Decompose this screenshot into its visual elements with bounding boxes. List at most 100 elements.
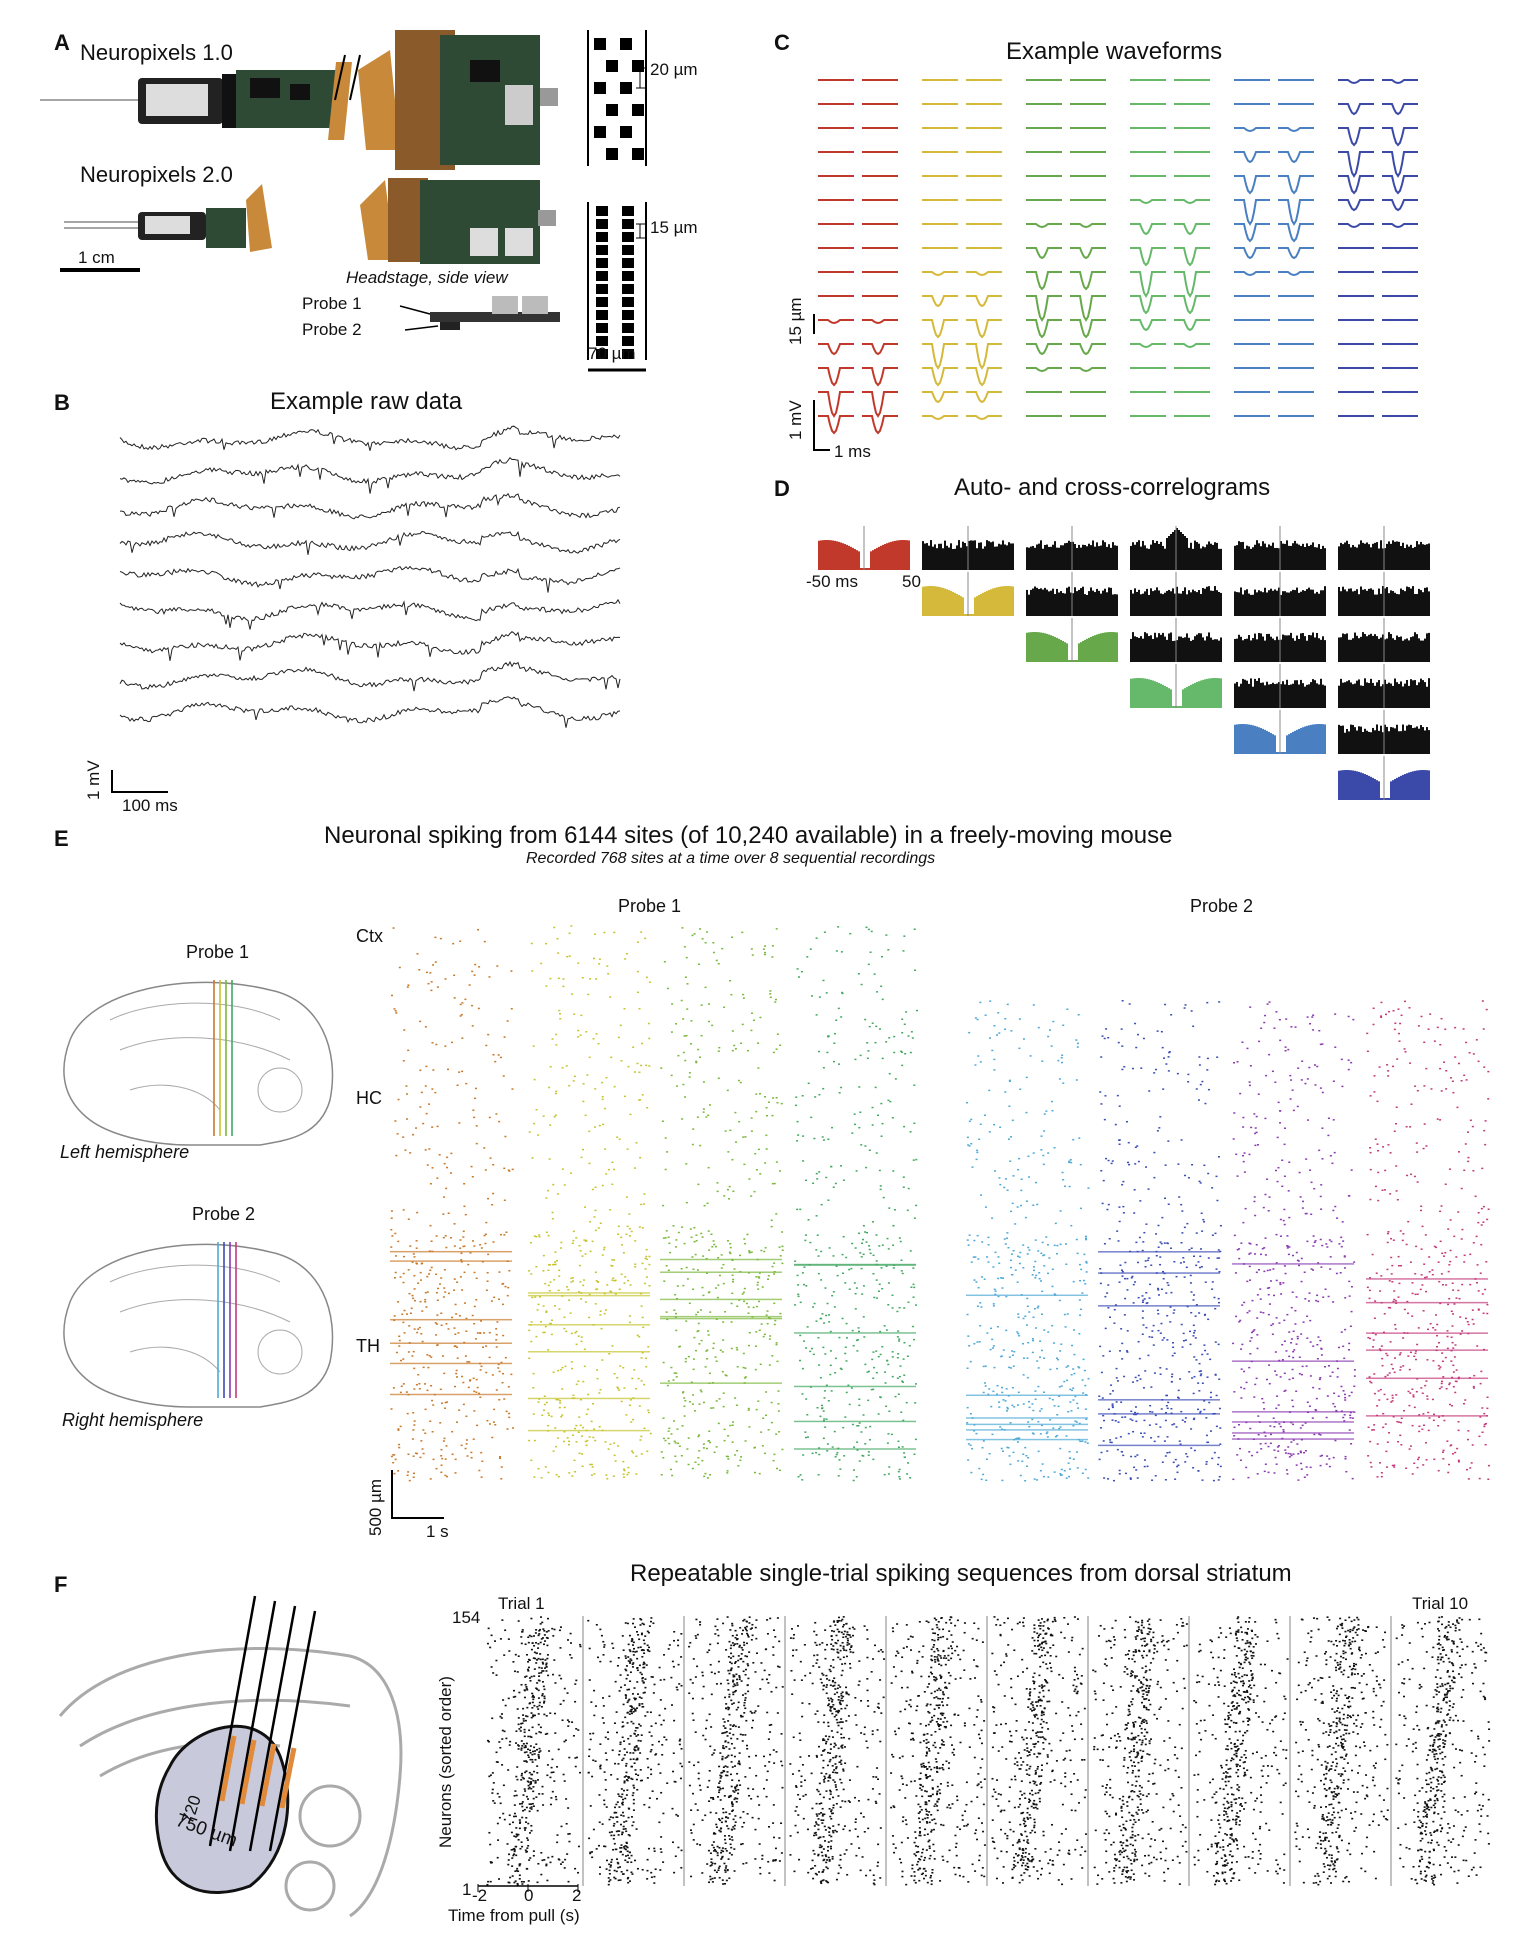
waveform-trace: [1338, 199, 1374, 212]
brain-sagittal-left-icon: [63, 980, 334, 1146]
probe2-brain-label: Probe 2: [192, 1204, 256, 1224]
waveform-trace: [966, 343, 1002, 370]
waveform-trace: [1382, 175, 1418, 195]
panel-letter-a: A: [54, 30, 70, 55]
ccg-xmax-label: 50: [902, 572, 921, 591]
autocorrelogram: [818, 526, 910, 570]
waveform-trace: [966, 271, 1002, 277]
headstage-label: Headstage, side view: [346, 268, 508, 287]
panel-f-title: Repeatable single-trial spiking sequence…: [630, 1560, 1292, 1587]
waveform-trace: [1278, 199, 1314, 226]
raster-column: [528, 925, 652, 1480]
panel-e-title: Neuronal spiking from 6144 sites (of 10,…: [324, 822, 1173, 849]
waveform-trace: [1174, 247, 1210, 267]
waveform-trace: [1382, 151, 1418, 178]
left-hemisphere-label: Left hemisphere: [60, 1142, 190, 1162]
waveform-trace: [922, 415, 958, 421]
waveform-trace: [1278, 151, 1314, 164]
crosscorrelogram: [1234, 526, 1326, 570]
probe-site-layout: [587, 30, 647, 372]
waveform-trace: [1130, 223, 1166, 236]
crosscorrelogram: [1234, 618, 1326, 662]
panel-letter-e: E: [54, 826, 69, 851]
raster-e-scale-s: 1 s: [426, 1522, 449, 1541]
raster-column: [966, 1000, 1090, 1482]
raw-trace: [119, 631, 621, 661]
waveform-trace: [1026, 247, 1062, 260]
trial-raster: [1188, 1616, 1289, 1886]
waveform-trace: [1070, 223, 1106, 229]
crosscorrelogram: [1338, 572, 1430, 616]
waveform-trace: [1234, 151, 1270, 164]
waveform-trace: [1130, 319, 1166, 332]
raster-column: [660, 927, 784, 1479]
panel-letter-d: D: [774, 476, 790, 501]
waveform-trace: [1338, 79, 1374, 85]
waveform-trace: [966, 367, 1002, 387]
region-th: TH: [356, 1336, 380, 1356]
panel-c-title: Example waveforms: [1006, 38, 1223, 65]
trial-raster: [885, 1616, 986, 1886]
waveform-trace: [966, 391, 1002, 404]
waveform-trace: [1174, 271, 1210, 298]
waveform-trace: [1174, 223, 1210, 236]
waveform-trace: [922, 295, 958, 308]
waveform-trace: [1234, 271, 1270, 277]
probe2-header: Probe 2: [1190, 896, 1254, 916]
crosscorrelogram: [1338, 710, 1430, 754]
raster-column: [794, 926, 918, 1482]
waveform-trace: [1026, 271, 1062, 291]
neuropixels-hardware-illustration: [40, 30, 560, 331]
waveform-trace: [1278, 271, 1314, 277]
autocorrelogram: [1338, 756, 1430, 800]
crosscorrelogram: [1026, 526, 1118, 570]
raw-scale-ms: 100 ms: [122, 796, 178, 815]
waveform-trace: [1026, 223, 1062, 229]
waveform-trace: [1278, 223, 1314, 243]
raw-trace: [120, 492, 621, 520]
waveform-grid: [818, 79, 1418, 435]
waveform-trace: [1026, 367, 1062, 373]
waveform-trace: [1234, 199, 1270, 226]
trial-raster: [1390, 1616, 1491, 1886]
raw-trace: [119, 565, 621, 593]
waveform-trace: [1070, 343, 1106, 356]
autocorrelogram: [1026, 618, 1118, 662]
trial-raster: [582, 1616, 683, 1886]
raster-f-xtick-2: 2: [572, 1886, 582, 1905]
waveform-trace: [862, 343, 898, 356]
waveform-trace: [966, 415, 1002, 421]
crosscorrelogram: [1234, 572, 1326, 616]
region-hc: HC: [356, 1088, 382, 1108]
right-hemisphere-label: Right hemisphere: [62, 1410, 204, 1430]
raster-f-xaxis: [477, 1884, 579, 1892]
trial-10-label: Trial 10: [1412, 1594, 1469, 1613]
scale-1cm: 1 cm: [78, 248, 115, 267]
raster-column: [390, 927, 514, 1482]
width-70-label: 70 µm: [588, 344, 636, 363]
waveform-trace: [922, 367, 958, 387]
raw-trace: [119, 530, 621, 555]
autocorrelogram: [1130, 664, 1222, 708]
waveform-trace: [1070, 319, 1106, 339]
crosscorrelogram: [1338, 618, 1430, 662]
raster-column: [1232, 1001, 1356, 1481]
trial-raster: [1087, 1616, 1188, 1886]
probe1-header: Probe 1: [618, 896, 682, 916]
waveform-trace: [818, 415, 854, 435]
brain-sagittal-right-icon: [63, 1242, 334, 1408]
raw-trace: [119, 696, 621, 728]
panel-letter-f: F: [54, 1572, 68, 1597]
trial-raster: [986, 1616, 1087, 1886]
crosscorrelogram: [1130, 572, 1222, 616]
waveform-trace: [1382, 199, 1418, 212]
waveform-trace: [1234, 223, 1270, 243]
crosscorrelogram: [1026, 572, 1118, 616]
region-ctx: Ctx: [356, 926, 383, 946]
waveform-trace: [1278, 127, 1314, 133]
panel-letter-b: B: [54, 390, 70, 415]
crosscorrelogram: [1130, 526, 1222, 570]
waveform-trace: [1174, 319, 1210, 332]
waveform-trace: [862, 367, 898, 387]
waveform-trace: [1174, 343, 1210, 349]
